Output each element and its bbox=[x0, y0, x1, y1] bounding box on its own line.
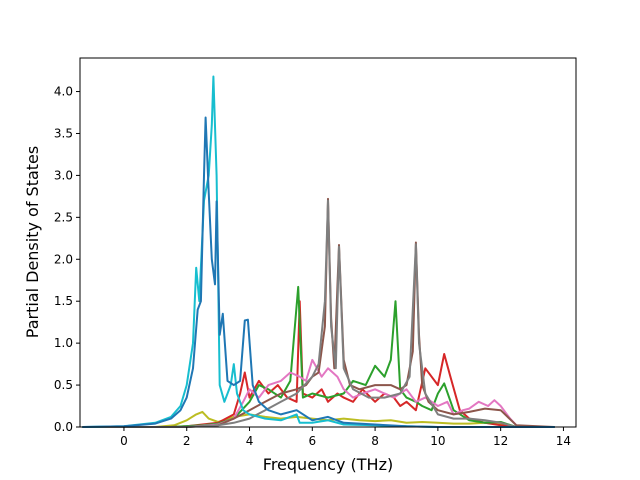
series-layer bbox=[82, 75, 555, 428]
y-tick-label: 1.5 bbox=[54, 294, 73, 308]
y-tick-label: 4.0 bbox=[54, 85, 73, 99]
x-tick-label: 12 bbox=[493, 434, 508, 448]
x-tick-label: 6 bbox=[308, 434, 316, 448]
y-tick-label: 0.5 bbox=[54, 378, 73, 392]
y-tick-label: 3.0 bbox=[54, 168, 73, 182]
series-line-2 bbox=[82, 300, 555, 428]
y-tick-label: 2.5 bbox=[54, 210, 73, 224]
y-axis-ticks: 0.0 0.5 1.0 1.5 2.0 2.5 3.0 3.5 4.0 bbox=[54, 85, 80, 434]
x-tick-label: 0 bbox=[120, 434, 128, 448]
y-tick-label: 2.0 bbox=[54, 252, 73, 266]
y-axis-label: Partial Density of States bbox=[23, 146, 42, 338]
plot-area bbox=[80, 58, 576, 427]
series-line-4 bbox=[82, 358, 555, 428]
x-axis-label: Frequency (THz) bbox=[263, 455, 393, 474]
series-line-6 bbox=[82, 199, 555, 428]
series-line-7 bbox=[82, 75, 555, 428]
x-tick-label: 2 bbox=[183, 434, 191, 448]
y-tick-label: 3.5 bbox=[54, 126, 73, 140]
x-tick-label: 8 bbox=[371, 434, 379, 448]
series-line-5 bbox=[82, 197, 555, 428]
y-tick-label: 1.0 bbox=[54, 336, 73, 350]
x-tick-label: 14 bbox=[556, 434, 571, 448]
x-tick-label: 4 bbox=[246, 434, 254, 448]
y-tick-label: 0.0 bbox=[54, 420, 73, 434]
x-tick-label: 10 bbox=[430, 434, 445, 448]
series-line-8 bbox=[82, 116, 555, 428]
plot-frame bbox=[79, 57, 577, 428]
x-axis-ticks: 0 2 4 6 8 10 12 14 bbox=[120, 427, 571, 448]
